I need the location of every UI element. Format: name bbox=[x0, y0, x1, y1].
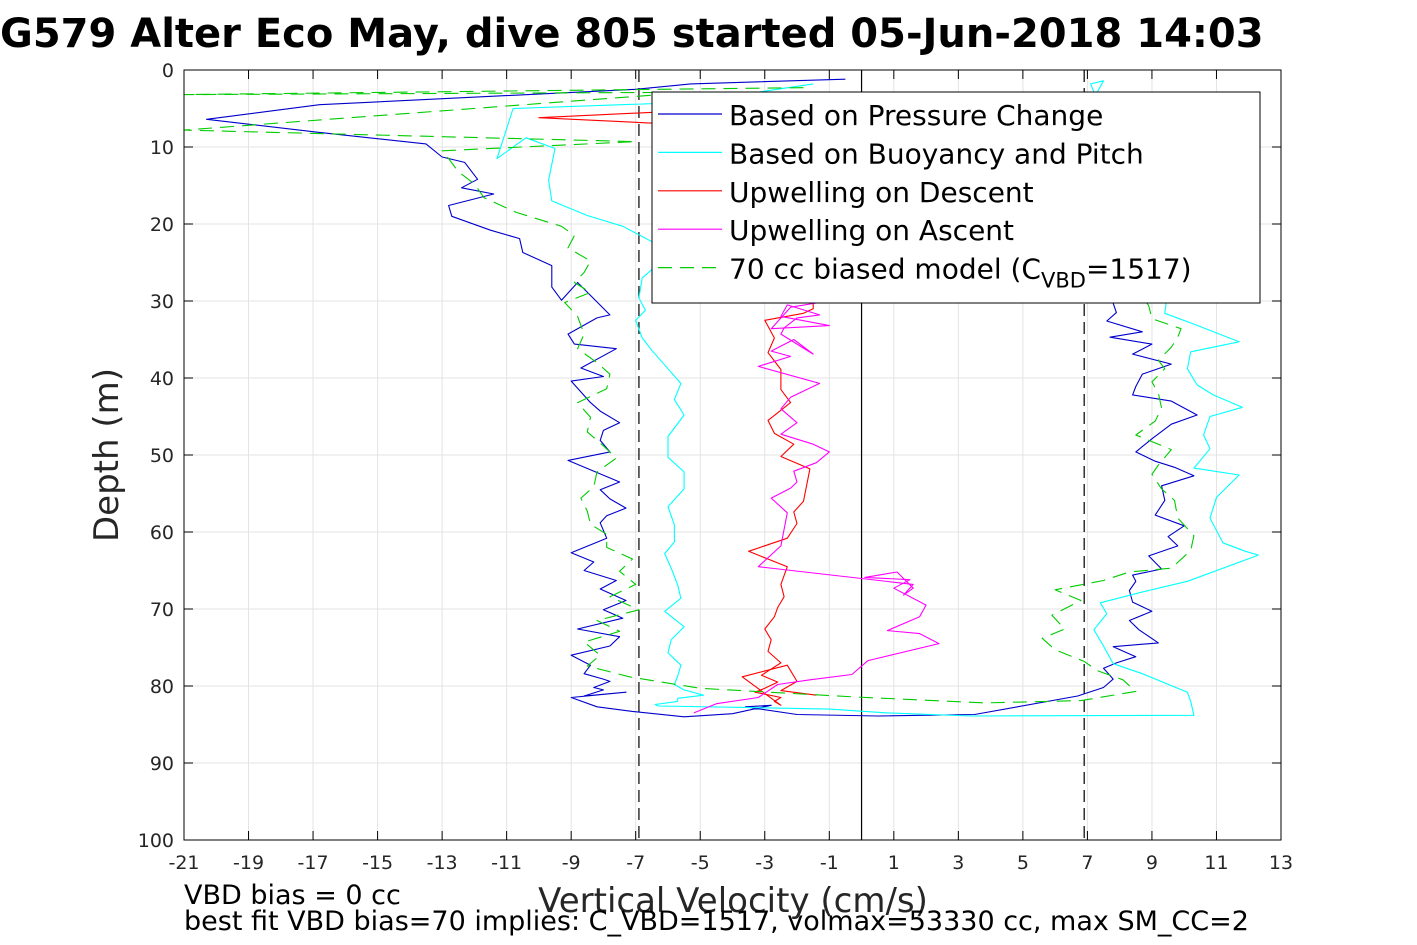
annotation-best-fit: best fit VBD bias=70 implies: C_VBD=1517… bbox=[184, 906, 1249, 937]
y-tick-label: 20 bbox=[150, 214, 174, 236]
legend-label-1: Based on Pressure Change bbox=[729, 99, 1103, 132]
series-lines bbox=[183, 78, 1259, 718]
x-tick-label: 7 bbox=[1081, 852, 1093, 874]
y-tick-label: 100 bbox=[138, 830, 174, 852]
x-tick-label: -13 bbox=[427, 852, 458, 874]
x-tick-label: -15 bbox=[362, 852, 393, 874]
legend-label-text: Upwelling on Descent bbox=[729, 176, 1034, 209]
x-tick-label: -11 bbox=[491, 852, 522, 874]
y-axis-ticks: 0 10 20 30 40 50 60 70 80 90 100 bbox=[138, 60, 1281, 852]
y-tick-label: 10 bbox=[150, 137, 174, 159]
series-line-2 bbox=[496, 80, 1259, 717]
x-tick-label: 11 bbox=[1204, 852, 1228, 874]
series-line-1 bbox=[206, 78, 1198, 718]
legend-label-text: 70 cc biased model (C bbox=[729, 253, 1041, 286]
legend-label-tail: =1517) bbox=[1086, 253, 1192, 286]
legend-label-2: Based on Buoyancy and Pitch bbox=[729, 137, 1144, 170]
y-tick-label: 40 bbox=[150, 368, 174, 390]
y-tick-label: 60 bbox=[150, 522, 174, 544]
legend: Based on Pressure Change Based on Buoyanc… bbox=[651, 91, 1261, 304]
x-tick-label: -7 bbox=[626, 852, 645, 874]
y-tick-label: 80 bbox=[150, 676, 174, 698]
x-tick-label: 5 bbox=[1017, 852, 1029, 874]
legend-box bbox=[651, 91, 1261, 304]
y-tick-label: 90 bbox=[150, 753, 174, 775]
x-tick-label: -17 bbox=[298, 852, 329, 874]
legend-label-text: Upwelling on Ascent bbox=[729, 214, 1014, 247]
legend-label-5: 70 cc biased model (CVBD=1517) bbox=[729, 253, 1192, 293]
x-tick-label: -9 bbox=[562, 852, 581, 874]
legend-label-text: Based on Pressure Change bbox=[729, 99, 1103, 132]
y-tick-label: 70 bbox=[150, 599, 174, 621]
series-line-3 bbox=[538, 104, 817, 706]
x-tick-label: 9 bbox=[1146, 852, 1158, 874]
legend-label-4: Upwelling on Ascent bbox=[729, 214, 1014, 247]
x-tick-label: -21 bbox=[168, 852, 199, 874]
legend-label-3: Upwelling on Descent bbox=[729, 176, 1034, 209]
legend-label-subscript: VBD bbox=[1041, 269, 1086, 293]
x-axis-ticks: -21 -19 -17 -15 -13 -11 -9 -7 -5 -3 -1 1 3 5 7 9 11 13 bbox=[168, 70, 1293, 874]
series-line-4 bbox=[693, 296, 940, 714]
annotation-vbd-bias: VBD bias = 0 cc bbox=[184, 880, 401, 911]
chart-title: G579 Alter Eco May, dive 805 started 05-… bbox=[0, 11, 1264, 57]
x-tick-label: -5 bbox=[691, 852, 710, 874]
x-tick-label: 3 bbox=[952, 852, 964, 874]
y-axis-label: Depth (m) bbox=[87, 368, 127, 542]
x-tick-label: -19 bbox=[233, 852, 264, 874]
y-tick-label: 50 bbox=[150, 445, 174, 467]
series-line-5 bbox=[183, 87, 1195, 704]
x-tick-label: 1 bbox=[888, 852, 900, 874]
y-tick-label: 30 bbox=[150, 291, 174, 313]
x-tick-label: -3 bbox=[755, 852, 774, 874]
x-tick-label: -1 bbox=[820, 852, 839, 874]
legend-label-text: Based on Buoyancy and Pitch bbox=[729, 137, 1144, 170]
x-tick-label: 13 bbox=[1269, 852, 1293, 874]
y-tick-label: 0 bbox=[162, 60, 174, 82]
x-axis-label: Vertical Velocity (cm/s) bbox=[538, 881, 928, 921]
